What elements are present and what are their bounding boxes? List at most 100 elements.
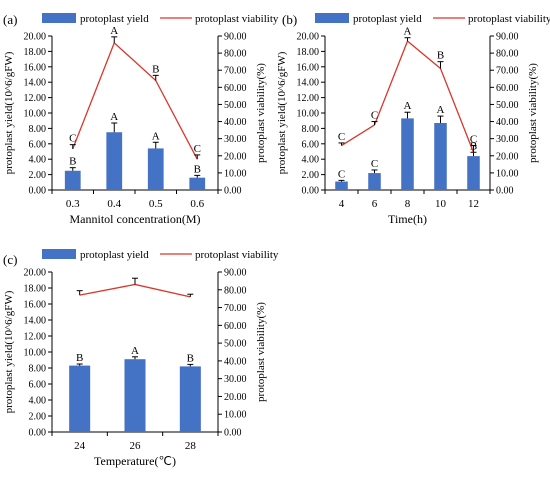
legend-swatch-yield	[315, 13, 349, 23]
y-left-tick-label: 8.00	[29, 124, 47, 135]
bar-yield	[64, 170, 81, 190]
significance-letter-yield: B	[194, 163, 201, 175]
y-right-tick-label: 40.00	[224, 117, 247, 128]
y-left-tick-label: 0.00	[302, 186, 320, 197]
y-right-tick-label: 10.00	[224, 168, 247, 179]
y-right-tick-label: 80.00	[224, 285, 247, 296]
line-viability	[72, 41, 198, 160]
y-left-tick-label: 2.00	[29, 412, 47, 423]
significance-letter-viability: C	[194, 143, 201, 155]
legend-label-yield: protoplast yield	[353, 13, 422, 25]
legend-label-yield: protoplast yield	[80, 249, 149, 261]
panel-label-a: (a)	[3, 12, 17, 27]
x-tick-label: 4	[339, 198, 345, 210]
y-right-tick-label: 50.00	[224, 339, 247, 350]
bar-yield	[189, 177, 206, 190]
significance-letter-viability: C	[69, 133, 76, 145]
bar-yield	[147, 148, 164, 190]
y-left-axis-title: protoplast yield(10^6/gFW)	[3, 51, 15, 174]
y-left-tick-label: 14.00	[24, 78, 47, 89]
y-left-tick-label: 14.00	[297, 78, 320, 89]
x-tick-label: 0.3	[66, 198, 80, 210]
bar-yield	[335, 181, 348, 190]
significance-letter-yield: B	[69, 156, 76, 168]
y-right-tick-label: 0.00	[224, 428, 242, 439]
y-right-tick-label: 60.00	[224, 83, 247, 94]
significance-letter-yield: A	[110, 111, 118, 123]
legend-swatch-yield	[42, 13, 76, 23]
x-tick-label: 26	[130, 440, 142, 452]
y-left-tick-label: 8.00	[29, 364, 47, 375]
y-right-tick-label: 0.00	[224, 186, 242, 197]
y-left-tick-label: 20.00	[24, 32, 47, 43]
y-left-tick-label: 4.00	[29, 396, 47, 407]
x-tick-label: 24	[74, 440, 86, 452]
chart-panel-c: protoplast yield protoplast viability 0.00…	[3, 249, 279, 468]
y-right-tick-label: 70.00	[224, 303, 247, 314]
y-left-tick-label: 2.00	[302, 170, 320, 181]
x-tick-label: 0.5	[149, 198, 163, 210]
y-left-tick-label: 6.00	[29, 380, 47, 391]
significance-letter-viability: C	[338, 131, 345, 143]
x-tick-label: 8	[405, 198, 411, 210]
y-left-tick-label: 20.00	[297, 32, 320, 43]
y-right-tick-label: 70.00	[224, 66, 247, 77]
significance-letter-yield: A	[152, 130, 160, 142]
bar-yield	[434, 123, 447, 190]
bar-yield	[401, 118, 414, 190]
y-right-tick-label: 30.00	[496, 134, 519, 145]
line-viability	[79, 283, 191, 298]
legend-label-viability: protoplast viability	[468, 13, 550, 25]
legend-label-yield: protoplast yield	[80, 13, 149, 25]
y-left-tick-label: 16.00	[24, 62, 47, 73]
bar-yield	[368, 173, 381, 190]
legend-label-viability: protoplast viability	[195, 13, 279, 25]
x-tick-label: 0.4	[107, 198, 121, 210]
y-right-tick-label: 80.00	[496, 49, 519, 60]
significance-letter-yield: B	[187, 352, 194, 364]
significance-letter-viability: C	[371, 110, 378, 122]
y-left-tick-label: 4.00	[29, 155, 47, 166]
y-left-tick-label: 10.00	[24, 348, 47, 359]
y-left-axis-title: protoplast yield(10^6/gFW)	[3, 290, 15, 413]
legend-swatch-yield	[42, 249, 76, 259]
y-right-tick-label: 30.00	[224, 134, 247, 145]
y-left-tick-label: 14.00	[24, 316, 47, 327]
x-axis-title: Time(h)	[388, 212, 427, 226]
x-tick-label: 6	[372, 198, 378, 210]
y-left-tick-label: 20.00	[24, 268, 47, 279]
legend-label-viability: protoplast viability	[195, 249, 279, 261]
significance-letter-yield: A	[437, 104, 445, 116]
y-right-tick-label: 30.00	[224, 374, 247, 385]
y-right-tick-label: 50.00	[224, 100, 247, 111]
y-right-tick-label: 90.00	[496, 32, 519, 43]
y-right-tick-label: 80.00	[224, 49, 247, 60]
y-left-tick-label: 10.00	[297, 109, 320, 120]
y-left-tick-label: 18.00	[297, 47, 320, 58]
panel-label-c: (c)	[3, 252, 17, 267]
y-left-tick-label: 6.00	[29, 139, 47, 150]
bar-yield	[124, 359, 146, 432]
y-right-tick-label: 90.00	[224, 268, 247, 279]
x-axis-title: Mannitol concentration(M)	[70, 212, 201, 226]
y-left-tick-label: 12.00	[297, 93, 320, 104]
x-tick-label: 0.6	[190, 198, 204, 210]
significance-letter-yield: B	[76, 352, 83, 364]
y-right-tick-label: 90.00	[224, 32, 247, 43]
y-right-tick-label: 10.00	[496, 168, 519, 179]
y-right-tick-label: 0.00	[496, 186, 514, 197]
significance-letter-viability: A	[404, 26, 412, 38]
significance-letter-viability: C	[470, 134, 477, 146]
significance-letter-yield: A	[131, 345, 139, 357]
bar-yield	[106, 132, 123, 190]
y-left-tick-label: 0.00	[29, 186, 47, 197]
y-left-tick-label: 8.00	[302, 124, 320, 135]
y-left-tick-label: 16.00	[24, 300, 47, 311]
x-tick-label: 12	[468, 198, 479, 210]
y-left-tick-label: 18.00	[24, 47, 47, 58]
y-right-axis-title: protoplast viability(%)	[255, 302, 267, 402]
y-right-tick-label: 20.00	[496, 151, 519, 162]
bar-yield	[179, 366, 201, 432]
y-left-tick-label: 0.00	[29, 428, 47, 439]
